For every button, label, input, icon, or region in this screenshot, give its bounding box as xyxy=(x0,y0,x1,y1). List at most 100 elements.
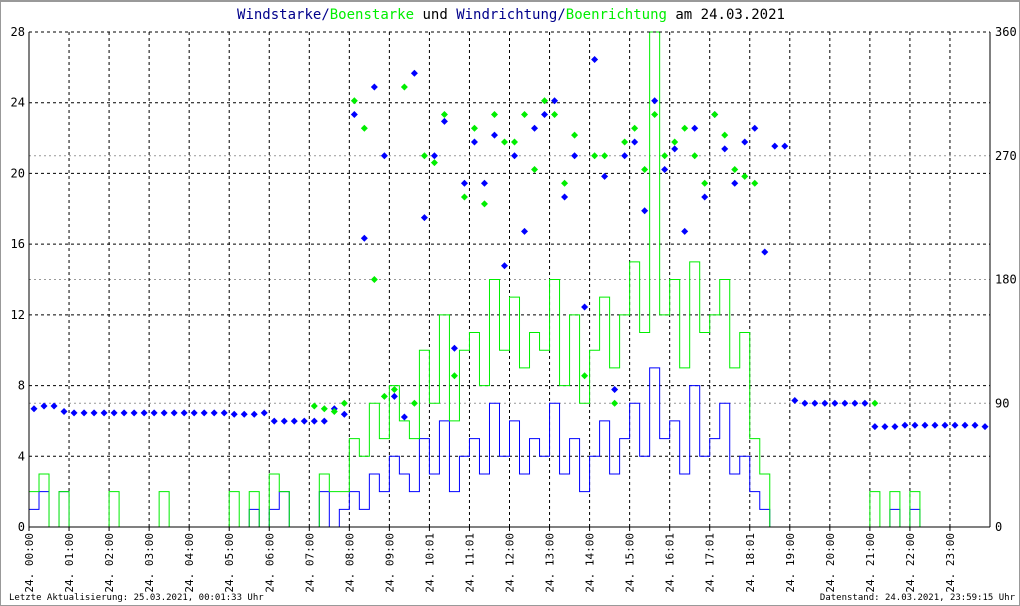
direction-point-windrichtung xyxy=(60,408,68,415)
direction-point-boenrichtung xyxy=(460,193,468,201)
direction-point-boenrichtung xyxy=(651,111,659,118)
direction-point-windrichtung xyxy=(160,409,168,417)
direction-point-windrichtung xyxy=(591,56,599,63)
direction-point-windrichtung xyxy=(831,399,839,407)
direction-point-boenrichtung xyxy=(561,179,569,187)
direction-point-windrichtung xyxy=(531,124,539,132)
direction-point-boenrichtung xyxy=(440,111,448,118)
y-left-tick-label: 12 xyxy=(11,308,25,322)
direction-point-boenrichtung xyxy=(871,399,879,407)
y-right-tick-label: 0 xyxy=(995,520,1002,534)
direction-point-windrichtung xyxy=(761,248,769,256)
direction-point-windrichtung xyxy=(360,234,368,242)
x-tick-label: 24. 01:00 xyxy=(63,533,76,593)
direction-point-windrichtung xyxy=(220,409,228,417)
direction-point-windrichtung xyxy=(270,417,278,425)
direction-point-windrichtung xyxy=(350,111,358,118)
direction-point-windrichtung xyxy=(791,397,799,404)
direction-point-boenrichtung xyxy=(420,152,428,160)
direction-point-boenrichtung xyxy=(711,111,719,118)
direction-point-windrichtung xyxy=(691,124,699,132)
direction-point-windrichtung xyxy=(601,172,609,180)
direction-point-boenrichtung xyxy=(340,399,348,407)
direction-point-windrichtung xyxy=(450,344,458,352)
x-tick-label: 24. 03:00 xyxy=(143,533,156,593)
direction-point-boenrichtung xyxy=(541,97,549,105)
direction-point-boenrichtung xyxy=(380,392,388,400)
direction-point-windrichtung xyxy=(260,409,268,417)
direction-point-windrichtung xyxy=(500,262,508,270)
direction-point-windrichtung xyxy=(120,409,128,417)
direction-point-boenrichtung xyxy=(531,166,539,173)
direction-point-windrichtung xyxy=(440,117,448,125)
direction-point-boenrichtung xyxy=(360,124,368,132)
direction-point-windrichtung xyxy=(731,179,739,187)
direction-point-boenrichtung xyxy=(430,159,438,167)
direction-point-windrichtung xyxy=(460,179,468,187)
direction-point-windrichtung xyxy=(551,97,559,105)
direction-point-windrichtung xyxy=(751,124,759,132)
direction-point-windrichtung xyxy=(741,138,749,146)
direction-point-windrichtung xyxy=(841,399,849,407)
direction-point-windrichtung xyxy=(821,399,829,407)
direction-point-windrichtung xyxy=(210,409,218,417)
direction-point-windrichtung xyxy=(80,409,88,417)
direction-point-boenrichtung xyxy=(521,111,529,118)
title-windrichtung: Windrichtung xyxy=(456,7,558,23)
direction-point-windrichtung xyxy=(701,193,709,201)
y-left-tick-label: 0 xyxy=(18,520,25,534)
direction-point-windrichtung xyxy=(30,405,38,413)
direction-point-windrichtung xyxy=(771,142,779,150)
direction-point-windrichtung xyxy=(781,142,789,150)
direction-point-windrichtung xyxy=(130,409,138,417)
direction-point-windrichtung xyxy=(50,402,58,410)
direction-point-boenrichtung xyxy=(631,124,639,132)
x-tick-label: 24. 05:00 xyxy=(223,533,236,593)
direction-point-boenrichtung xyxy=(470,124,478,132)
x-tick-label: 24. 20:00 xyxy=(824,533,837,593)
direction-point-boenrichtung xyxy=(581,372,589,380)
direction-point-windrichtung xyxy=(190,409,198,417)
x-tick-label: 24. 17:01 xyxy=(704,533,717,593)
x-tick-label: 24. 18:01 xyxy=(744,533,757,593)
direction-point-boenrichtung xyxy=(751,179,759,187)
direction-point-windrichtung xyxy=(390,392,398,400)
direction-point-boenrichtung xyxy=(591,152,599,160)
x-tick-label: 24. 12:00 xyxy=(504,533,517,593)
direction-point-boenrichtung xyxy=(310,402,318,410)
direction-point-windrichtung xyxy=(240,410,248,418)
direction-point-boenrichtung xyxy=(480,200,488,208)
direction-point-windrichtung xyxy=(430,152,438,160)
direction-point-windrichtung xyxy=(200,409,208,417)
direction-point-windrichtung xyxy=(40,402,48,410)
y-right-tick-label: 180 xyxy=(995,273,1017,287)
direction-point-boenrichtung xyxy=(500,138,508,146)
direction-point-windrichtung xyxy=(541,111,549,118)
y-left-tick-label: 8 xyxy=(18,379,25,393)
direction-point-boenrichtung xyxy=(370,276,378,283)
y-right-tick-label: 90 xyxy=(995,396,1009,410)
y-left-tick-label: 20 xyxy=(11,166,25,180)
direction-point-windrichtung xyxy=(681,227,689,235)
direction-point-windrichtung xyxy=(370,83,378,91)
last-update-text: Letzte Aktualisierung: 25.03.2021, 00:01… xyxy=(9,593,264,603)
y-left-tick-label: 4 xyxy=(18,449,25,463)
direction-point-windrichtung xyxy=(621,152,629,160)
direction-point-boenrichtung xyxy=(410,399,418,407)
direction-point-windrichtung xyxy=(921,421,929,429)
x-tick-label: 24. 13:00 xyxy=(544,533,557,593)
direction-point-windrichtung xyxy=(721,145,729,153)
x-tick-label: 24. 21:00 xyxy=(864,533,877,593)
direction-point-windrichtung xyxy=(180,409,188,417)
x-tick-label: 24. 16:01 xyxy=(664,533,677,593)
direction-point-windrichtung xyxy=(150,409,158,417)
direction-point-windrichtung xyxy=(581,303,589,311)
title-sep: / xyxy=(557,7,566,23)
x-tick-label: 24. 00:00 xyxy=(23,533,36,593)
direction-point-windrichtung xyxy=(490,131,498,139)
direction-point-windrichtung xyxy=(340,410,348,418)
title-boenrichtung: Boenrichtung xyxy=(565,7,667,23)
direction-point-windrichtung xyxy=(110,409,118,417)
direction-point-windrichtung xyxy=(951,421,959,429)
